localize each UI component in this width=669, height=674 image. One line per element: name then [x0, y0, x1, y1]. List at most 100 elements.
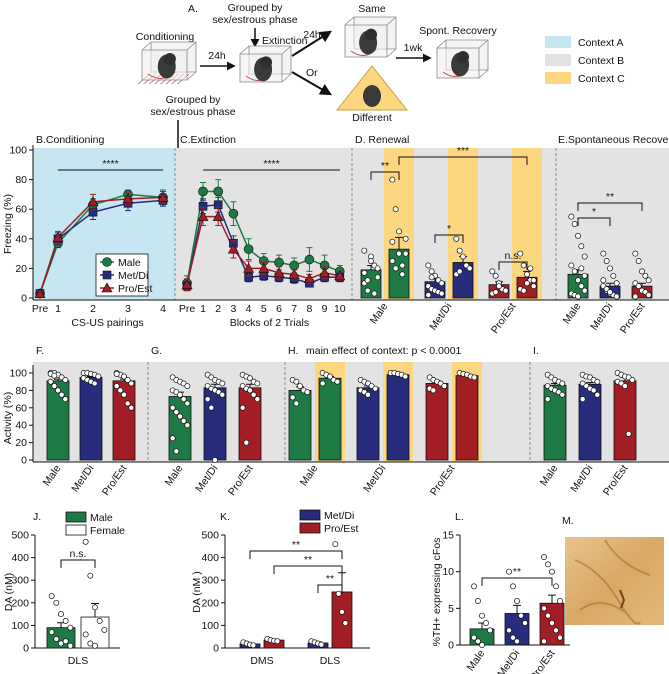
legend-label: Female [90, 525, 125, 537]
legend-label: Male [90, 512, 113, 524]
grouped-note: Grouped by sex/estrous phase [212, 2, 298, 26]
data-point [92, 604, 98, 611]
x-tick-label: 10 [334, 303, 346, 315]
data-point [62, 377, 69, 383]
arrow [291, 71, 333, 96]
data-point [632, 293, 639, 300]
x-tick-label: 1 [55, 303, 61, 315]
y-tick-label: 60 [15, 204, 27, 216]
data-point [524, 271, 530, 278]
point-marker [212, 210, 224, 221]
x-tick-label: Pro/Est [428, 463, 458, 498]
x-tick-label: DMS [250, 655, 273, 667]
significance-label: ** [513, 566, 521, 578]
legend-swatch [299, 522, 321, 534]
data-point [510, 583, 516, 590]
legend-swatch [299, 509, 321, 521]
data-point [47, 378, 54, 385]
x-tick-label: 3 [125, 303, 131, 315]
panel-label: E.Spontaneous Recovery [558, 134, 669, 146]
data-point [53, 599, 60, 606]
data-point [578, 283, 585, 290]
point-marker [102, 270, 112, 280]
legend-label: Met/Di [118, 270, 148, 282]
significance-bracket [273, 565, 343, 574]
data-point [613, 293, 620, 300]
data-point [91, 380, 98, 387]
data-point [124, 400, 131, 407]
x-tick-label: 2 [215, 303, 221, 315]
data-point [479, 612, 485, 619]
data-point [51, 383, 58, 389]
y-tick-label: 0 [448, 640, 454, 652]
y-tick-label: 400 [11, 552, 29, 564]
data-point [428, 274, 435, 281]
data-point [568, 262, 575, 269]
data-point [318, 641, 325, 648]
data-point [425, 262, 432, 269]
data-point [530, 283, 537, 290]
x-tick-label: Pro/Est [528, 648, 558, 674]
data-point [578, 243, 585, 250]
x-tick-label: DLS [320, 655, 340, 667]
data-point [184, 383, 191, 389]
x-tick-label: Male [561, 301, 584, 327]
y-tick-label: 400 [201, 552, 219, 564]
data-point [121, 391, 127, 398]
panel-label: M. [562, 515, 574, 527]
data-point [571, 221, 578, 227]
data-point [219, 391, 226, 398]
data-point [402, 235, 409, 242]
legend-label: Pro/Est [118, 283, 153, 295]
x-tick-label: 7 [291, 303, 297, 315]
point-marker [334, 270, 346, 281]
x-tick-label: Male [41, 463, 64, 489]
data-point [293, 378, 300, 385]
data-point [55, 387, 61, 394]
data-point [541, 638, 547, 645]
data-point [625, 430, 632, 437]
data-point [428, 268, 435, 275]
y-axis-label: %TH+ expressing cFos [431, 538, 443, 647]
data-point [117, 387, 124, 394]
data-point [101, 626, 108, 633]
data-point [594, 378, 601, 385]
point-marker [213, 186, 223, 197]
step-label: Conditioning [136, 31, 195, 43]
data-point [95, 373, 102, 380]
data-point [438, 280, 445, 287]
y-tick-label: 10 [442, 566, 454, 578]
data-point [520, 287, 527, 294]
data-point [492, 289, 499, 296]
significance-label: ** [292, 539, 300, 551]
data-point [603, 258, 610, 264]
data-point [524, 280, 530, 287]
significance-bracket [317, 584, 343, 593]
legend-label: Male [118, 257, 141, 269]
y-tick-label: 20 [15, 263, 27, 275]
y-axis-label: DA (nM ) [191, 571, 203, 612]
data-point [239, 404, 246, 411]
data-point [430, 387, 437, 394]
data-point [364, 287, 371, 294]
y-tick-label: 5 [448, 603, 454, 615]
point-marker [288, 268, 300, 279]
significance-label: n.s. [70, 548, 87, 560]
data-point [438, 290, 445, 297]
data-point [365, 391, 371, 398]
step-label: Extinction [262, 35, 308, 47]
data-point [559, 380, 566, 387]
data-point [502, 287, 509, 294]
data-point [581, 253, 588, 260]
legend-label: Met/Di [324, 510, 354, 522]
point-marker [319, 267, 331, 278]
point-marker [122, 193, 134, 204]
data-point [48, 629, 55, 636]
data-point [332, 541, 339, 547]
x-tick-label: Pro/Est [100, 463, 130, 498]
data-point [58, 640, 64, 647]
data-point [372, 385, 379, 392]
x-tick-label: Met/Di [427, 301, 454, 333]
significance-label: ** [326, 573, 334, 585]
data-point [522, 620, 528, 626]
